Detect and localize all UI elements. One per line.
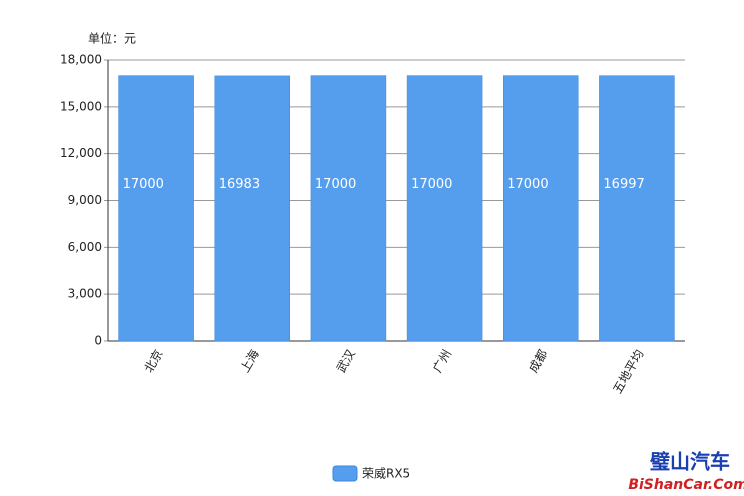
value-label: 16997 bbox=[603, 177, 644, 192]
unit-label: 单位：元 bbox=[88, 31, 136, 46]
x-tick-label: 北京 bbox=[142, 347, 166, 375]
watermark-name: 璧山汽车 bbox=[650, 450, 730, 474]
legend-swatch bbox=[332, 465, 358, 482]
value-label: 16983 bbox=[219, 177, 260, 192]
value-label: 17000 bbox=[411, 177, 452, 192]
y-tick-label: 12,000 bbox=[60, 146, 102, 160]
bar bbox=[502, 75, 579, 342]
bar bbox=[214, 75, 291, 342]
watermark-site: BiShanCar.Com bbox=[628, 477, 744, 493]
value-label: 17000 bbox=[123, 177, 164, 192]
y-tick-label: 0 bbox=[94, 334, 102, 348]
y-tick-label: 9,000 bbox=[68, 193, 102, 207]
bar bbox=[310, 75, 387, 342]
y-tick-label: 3,000 bbox=[68, 287, 102, 301]
y-tick-label: 15,000 bbox=[60, 99, 102, 113]
legend-label: 荣威RX5 bbox=[362, 467, 410, 481]
bar bbox=[118, 75, 194, 342]
x-tick-label: 上海 bbox=[237, 347, 262, 375]
y-tick-label: 18,000 bbox=[60, 53, 102, 67]
value-label: 17000 bbox=[507, 177, 548, 192]
bar bbox=[406, 75, 483, 342]
bar bbox=[599, 75, 675, 342]
x-tick-label: 广州 bbox=[430, 347, 454, 375]
x-tick-label: 五地平均 bbox=[610, 347, 646, 396]
value-label: 17000 bbox=[315, 177, 356, 192]
y-tick-label: 6,000 bbox=[68, 240, 102, 254]
x-tick-label: 武汉 bbox=[334, 347, 358, 375]
x-tick-label: 成都 bbox=[526, 347, 550, 375]
